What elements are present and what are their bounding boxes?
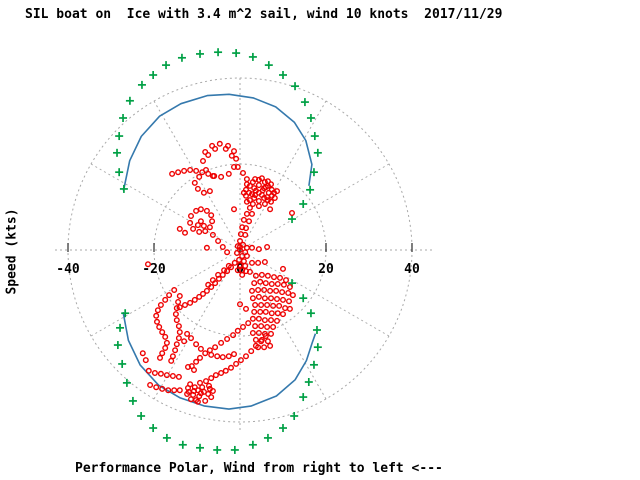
speed-envelope-points: [113, 48, 322, 454]
predicted-polar-curve: [122, 93, 317, 410]
x-tick-label: -40: [56, 262, 80, 277]
x-tick-label: 20: [318, 262, 334, 277]
chart-caption: Performance Polar, Wind from right to le…: [75, 461, 443, 476]
x-tick-label: -20: [142, 262, 166, 277]
chart-title: SIL boat on Ice with 3.4 m^2 sail, wind …: [25, 7, 503, 22]
measured-scatter-points: [139, 140, 296, 405]
x-tick-label: 40: [404, 262, 420, 277]
x-axis-ticks: -40 -20 0 20 40: [56, 243, 420, 277]
